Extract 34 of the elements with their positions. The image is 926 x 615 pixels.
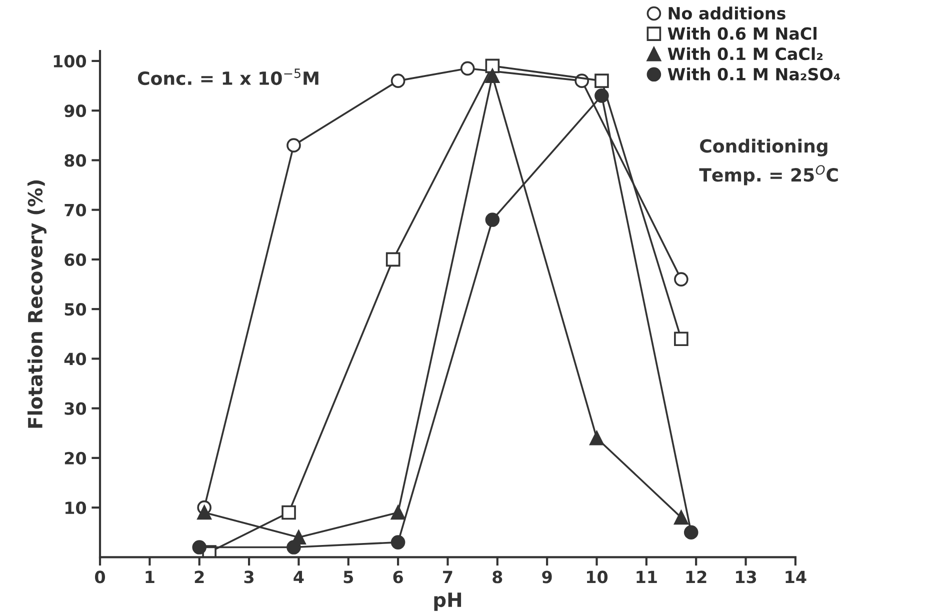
y-tick-label: 100 <box>54 54 86 68</box>
x-tick-label: 3 <box>244 570 254 584</box>
y-tick-label: 90 <box>64 104 86 118</box>
x-tick-label: 7 <box>443 570 452 584</box>
x-tick-label: 8 <box>492 570 502 584</box>
y-axis-title: Flotation Recovery (%) <box>28 180 46 428</box>
y-tick-label: 10 <box>66 502 86 514</box>
x-tick-label: 12 <box>686 570 706 584</box>
y-tick-label: 20 <box>64 452 86 465</box>
legend-label: With 0.6 M NaCl <box>668 26 816 40</box>
annotation: Conc. = 1 x 10$^{−5}$M <box>138 68 318 86</box>
y-tick-label: 80 <box>64 154 86 167</box>
y-tick-label: 50 <box>64 303 86 316</box>
y-tick-label: 70 <box>64 204 86 216</box>
x-axis-title: pH <box>434 592 462 611</box>
x-tick-label: 2 <box>194 570 204 584</box>
x-tick-label: 6 <box>393 570 403 584</box>
x-tick-label: 0 <box>95 570 106 584</box>
x-tick-label: 5 <box>344 570 354 584</box>
annotation: Temp. = 25$^{O}$C <box>699 165 838 186</box>
x-tick-label: 4 <box>294 570 304 584</box>
y-tick-label: 60 <box>64 253 86 266</box>
y-tick-label: 30 <box>64 402 86 415</box>
legend-label: With 0.1 M CaCl₂ <box>668 47 823 60</box>
x-tick-label: 14 <box>786 570 806 584</box>
legend-label: No additions <box>668 6 786 20</box>
x-tick-label: 13 <box>736 570 756 584</box>
x-tick-label: 1 <box>146 570 154 584</box>
x-tick-label: 9 <box>542 570 552 584</box>
annotation: Conditioning <box>700 138 828 156</box>
x-tick-label: 10 <box>587 570 608 584</box>
x-tick-label: 11 <box>636 570 657 584</box>
legend-label: With 0.1 M Na₂SO₄ <box>668 68 840 80</box>
y-tick-label: 40 <box>64 352 86 366</box>
